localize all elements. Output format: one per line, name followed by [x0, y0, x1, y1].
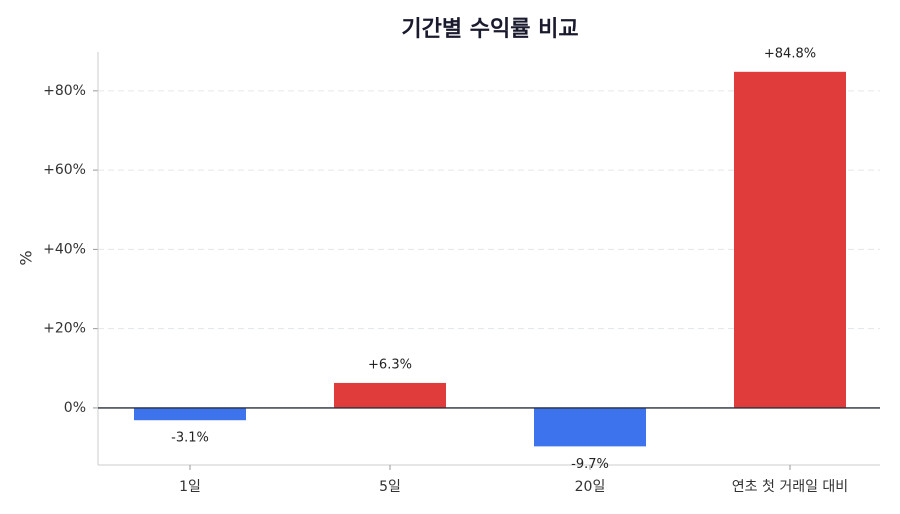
y-axis-label: %	[17, 250, 36, 265]
x-tick-label: 연초 첫 거래일 대비	[732, 479, 848, 495]
x-tick-label: 20일	[575, 479, 606, 495]
y-tick-label: 0%	[64, 400, 86, 416]
y-tick-label: +80%	[43, 83, 86, 99]
value-label: +84.8%	[764, 46, 816, 61]
bar	[534, 407, 646, 447]
y-tick-label: +60%	[43, 162, 86, 178]
value-label: -3.1%	[171, 431, 209, 446]
value-label: -9.7%	[571, 457, 609, 472]
bar	[134, 407, 246, 421]
y-tick-label: +20%	[43, 321, 86, 337]
chart-title: 기간별 수익률 비교	[401, 17, 578, 42]
bar	[734, 71, 846, 408]
value-label: +6.3%	[368, 357, 412, 372]
y-tick-label: +40%	[43, 241, 86, 257]
bar	[334, 382, 446, 408]
x-tick-label: 1일	[179, 479, 201, 495]
x-tick-label: 5일	[379, 479, 401, 495]
